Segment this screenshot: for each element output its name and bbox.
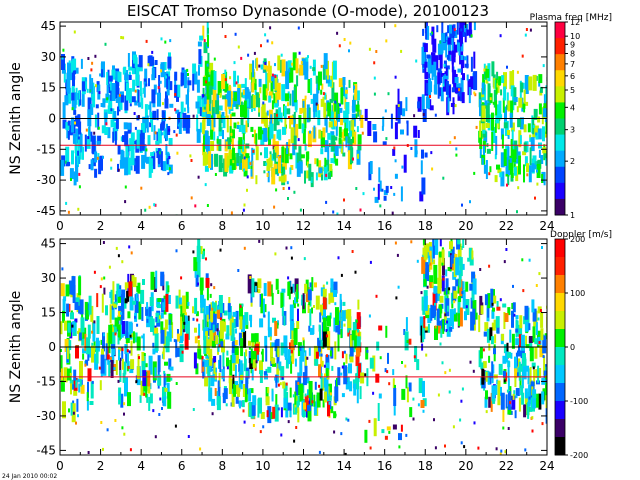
colorbar-tick-label: 6 xyxy=(570,72,575,81)
x-tick-label: 10 xyxy=(255,459,270,473)
colorbar-tick-label: 3 xyxy=(570,126,575,135)
colorbar-tick-label: 200 xyxy=(570,235,585,244)
colorbar-segment xyxy=(555,347,565,366)
y-tick-label: 0 xyxy=(48,340,56,354)
y-axis-label: NS Zenith angle xyxy=(8,62,24,174)
colorbar-segment xyxy=(555,166,565,184)
colorbar-tick-label: 100 xyxy=(570,289,585,298)
colorbar-tick-label: 1 xyxy=(570,211,575,220)
x-tick-label: 14 xyxy=(336,459,351,473)
colorbar-segment xyxy=(555,293,565,312)
colorbar-segment xyxy=(555,401,565,420)
colorbar-segment xyxy=(555,239,565,258)
x-tick-label: 2 xyxy=(97,219,105,233)
colorbar-tick-label: 2 xyxy=(570,157,575,166)
y-tick-label: -45 xyxy=(36,204,56,218)
x-tick-label: 0 xyxy=(56,219,64,233)
colorbar-frame xyxy=(554,21,566,216)
doppler-panel: 0 2 4 6 8 10 12 14 16 18 20 22 244530150-15-30-45NS … xyxy=(8,230,612,473)
x-tick-label: 12 xyxy=(296,219,311,233)
colorbar-segment xyxy=(555,311,565,330)
y-tick-label: -30 xyxy=(36,409,56,423)
y-tick-label: 15 xyxy=(41,306,56,320)
y-tick-label: -15 xyxy=(36,142,56,156)
colorbar-tick-label: -100 xyxy=(570,397,588,406)
x-tick-label: 12 xyxy=(296,459,311,473)
colorbar-tick-label: 4 xyxy=(570,103,575,112)
y-tick-label: 0 xyxy=(48,112,56,126)
timestamp-footer: 24 Jan 2010 00:02 xyxy=(2,473,57,480)
x-tick-label: 6 xyxy=(178,219,186,233)
colorbar-segment xyxy=(555,182,565,200)
y-tick-label: -45 xyxy=(36,443,56,457)
colorbar-segment xyxy=(555,70,565,87)
plasma-frequency-data-field xyxy=(60,22,547,215)
colorbar-segment xyxy=(555,198,565,216)
colorbar-tick-label: -200 xyxy=(570,451,588,460)
x-tick-label: 14 xyxy=(336,219,351,233)
colorbar-segment xyxy=(555,54,565,71)
colorbar-segment xyxy=(555,118,565,136)
y-tick-label: 30 xyxy=(41,50,56,64)
y-tick-label: -30 xyxy=(36,173,56,187)
colorbar-segment xyxy=(555,329,565,348)
x-tick-label: 4 xyxy=(137,459,145,473)
y-tick-label: 45 xyxy=(41,237,56,251)
x-tick-label: 2 xyxy=(97,459,105,473)
colorbar-segment xyxy=(555,22,565,39)
doppler-data-field xyxy=(60,239,547,455)
colorbar-tick-label: 5 xyxy=(570,86,575,95)
colorbar-segment xyxy=(555,38,565,55)
x-tick-label: 10 xyxy=(255,219,270,233)
colorbar-tick-label: 8 xyxy=(570,49,575,58)
y-axis-label: NS Zenith angle xyxy=(8,291,24,403)
x-tick-label: 8 xyxy=(219,219,227,233)
doppler-colorbar: Doppler [m/s]200 100 0 -100 -200 xyxy=(550,230,612,460)
colorbar-label: Plasma freq [MHz] xyxy=(530,13,612,23)
colorbar-segment xyxy=(555,102,565,119)
colorbar-tick-label: 9 xyxy=(570,40,575,49)
colorbar-tick-label: 10 xyxy=(570,32,580,41)
x-tick-label: 24 xyxy=(539,219,554,233)
x-tick-label: 18 xyxy=(418,459,433,473)
x-tick-label: 20 xyxy=(458,219,473,233)
colorbar-segment xyxy=(555,419,565,438)
x-tick-label: 16 xyxy=(377,219,392,233)
colorbar-label: Doppler [m/s] xyxy=(550,230,612,240)
colorbar-tick-label: 0 xyxy=(570,343,575,352)
x-tick-label: 24 xyxy=(539,459,554,473)
y-tick-label: 15 xyxy=(41,81,56,95)
x-tick-label: 4 xyxy=(137,219,145,233)
x-tick-label: 8 xyxy=(219,459,227,473)
colorbar-segment xyxy=(555,437,565,456)
colorbar-segment xyxy=(555,86,565,103)
colorbar-tick-label: 7 xyxy=(570,60,575,69)
x-tick-label: 22 xyxy=(499,459,514,473)
colorbar-segment xyxy=(555,150,565,168)
colorbar-segment xyxy=(555,275,565,294)
x-tick-label: 6 xyxy=(178,459,186,473)
x-tick-label: 16 xyxy=(377,459,392,473)
x-tick-label: 20 xyxy=(458,459,473,473)
colorbar-segment xyxy=(555,383,565,402)
x-tick-label: 18 xyxy=(418,219,433,233)
y-tick-label: 45 xyxy=(41,19,56,33)
y-tick-label: -15 xyxy=(36,374,56,388)
colorbar-segment xyxy=(555,134,565,152)
x-tick-label: 0 xyxy=(56,459,64,473)
colorbar-tick-label: 12 xyxy=(570,18,580,27)
colorbar-segment xyxy=(555,365,565,384)
x-tick-label: 22 xyxy=(499,219,514,233)
y-tick-label: 30 xyxy=(41,271,56,285)
plasma-frequency-panel: 0 2 4 6 8 10 12 14 16 18 20 22 244530150-15-30-45NS … xyxy=(8,13,612,233)
colorbar-segment xyxy=(555,257,565,276)
figure-title: EISCAT Tromso Dynasonde (O-mode), 201001… xyxy=(127,2,489,20)
